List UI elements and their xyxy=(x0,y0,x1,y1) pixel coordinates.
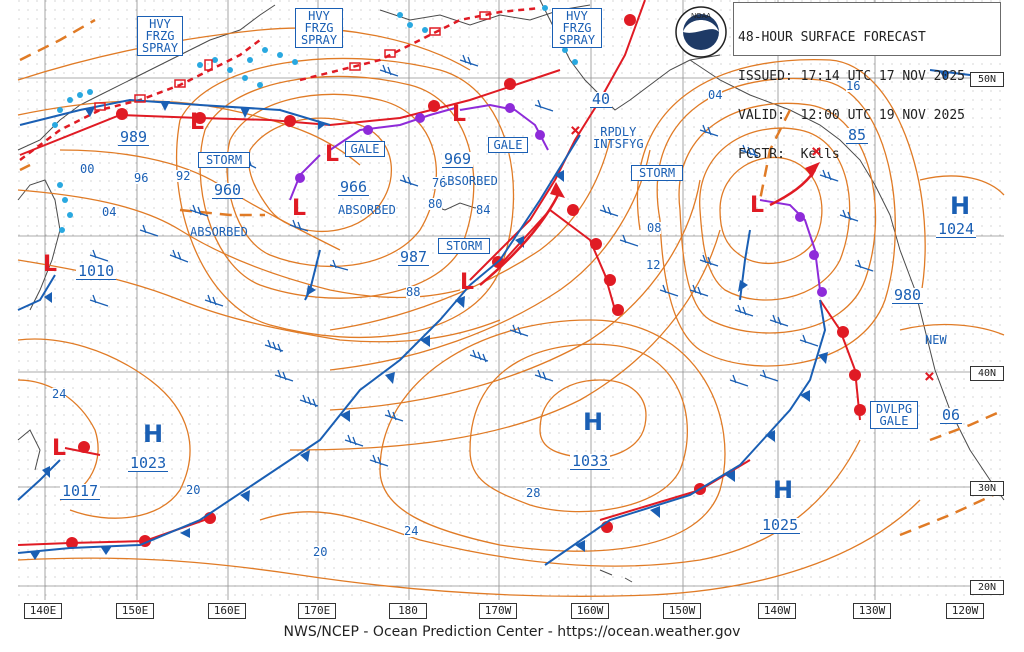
longitude-label: 170W xyxy=(479,603,517,619)
header-forecaster: FCSTR: Kells xyxy=(738,147,840,162)
warning-box-storm: STORM xyxy=(198,152,250,168)
isobar-label: 24 xyxy=(52,387,67,401)
isobar-label: 04 xyxy=(102,205,117,219)
high-pressure-center: H xyxy=(950,192,971,220)
longitude-label: 160E xyxy=(208,603,246,619)
low-pressure-center: L xyxy=(190,110,205,135)
low-pressure-value: 987 xyxy=(398,248,430,266)
isobars xyxy=(17,27,1005,597)
graticule xyxy=(18,0,1004,600)
header-issued: ISSUED: 17:14 UTC 17 NOV 2025 xyxy=(738,69,965,84)
isobar-label: 00 xyxy=(80,162,95,176)
longitude-label: 180 xyxy=(389,603,427,619)
warning-box-gale: GALE xyxy=(345,141,385,157)
low-pressure-center: L xyxy=(292,196,307,221)
longitude-label: 150E xyxy=(116,603,154,619)
high-pressure-value: 1024 xyxy=(936,220,977,238)
header-title: 48-HOUR SURFACE FORECAST xyxy=(738,30,926,45)
low-pressure-value: 85 xyxy=(846,126,869,144)
svg-text:NOAA: NOAA xyxy=(691,13,711,20)
low-pressure-center: L xyxy=(43,252,58,277)
occluded-fronts xyxy=(289,103,821,291)
warning-box-storm: STORM xyxy=(438,238,490,254)
isobar-label: 08 xyxy=(647,221,662,235)
note-absorbed: ABSORBED xyxy=(190,225,248,239)
isobar-label: 76 xyxy=(432,176,447,190)
high-pressure-value: 1025 xyxy=(760,516,801,534)
low-pressure-center: L xyxy=(52,436,67,461)
isobar-label: 88 xyxy=(406,285,421,299)
low-pressure-value: 960 xyxy=(212,181,244,199)
longitude-label: 140W xyxy=(758,603,796,619)
low-pressure-center: L xyxy=(325,142,340,167)
note-absorbed: ABSORBED xyxy=(440,174,498,188)
longitude-label: 130W xyxy=(853,603,891,619)
freezing-spray-line xyxy=(19,6,541,161)
high-pressure-center: H xyxy=(773,476,794,504)
isobar-label: 20 xyxy=(186,483,201,497)
low-pressure-value: 980 xyxy=(892,286,924,304)
longitude-label: 160W xyxy=(571,603,609,619)
longitude-label: 120W xyxy=(946,603,984,619)
isobar-label: 84 xyxy=(476,203,491,217)
latitude-label: 50N xyxy=(970,72,1004,87)
warning-box-hvy-frzg-spray: HVY FRZG SPRAY xyxy=(552,8,602,48)
longitude-label: 150W xyxy=(663,603,701,619)
isobar-label: 96 xyxy=(134,171,149,185)
low-position-x-mark: × xyxy=(570,120,581,141)
isobar-label: 24 xyxy=(404,524,419,538)
longitude-label: 170E xyxy=(298,603,336,619)
high-pressure-center: H xyxy=(143,420,164,448)
low-position-x-mark: × xyxy=(811,141,822,162)
note-new: NEW xyxy=(925,333,947,347)
high-pressure-value: 1033 xyxy=(570,452,611,470)
low-pressure-value: 40 xyxy=(590,90,613,108)
footer-credit: NWS/NCEP - Ocean Prediction Center - htt… xyxy=(283,624,741,640)
isobar-label: 28 xyxy=(526,486,541,500)
low-pressure-value: 1010 xyxy=(76,262,117,280)
warning-box-hvy-frzg-spray: HVY FRZG SPRAY xyxy=(137,16,183,56)
high-pressure-value: 1023 xyxy=(128,454,169,472)
latitude-label: 40N xyxy=(970,366,1004,381)
low-pressure-value: 06 xyxy=(940,406,963,424)
isobar-label: 92 xyxy=(176,169,191,183)
warning-box-hvy-frzg-spray: HVY FRZG SPRAY xyxy=(295,8,343,48)
isobar-label: 04 xyxy=(708,88,723,102)
noaa-logo: NOAA xyxy=(675,6,727,58)
isobar-label: 12 xyxy=(646,258,661,272)
warning-box-gale: GALE xyxy=(488,137,528,153)
low-pressure-center: L xyxy=(750,193,765,218)
low-pressure-center: L xyxy=(452,102,467,127)
low-pressure-value: 966 xyxy=(338,178,370,196)
isobar-label: 20 xyxy=(313,545,328,559)
warning-box-dvlpg-gale: DVLPG GALE xyxy=(870,401,918,429)
latitude-label: 30N xyxy=(970,481,1004,496)
header-valid: VALID: 12:00 UTC 19 NOV 2025 xyxy=(738,108,965,123)
low-pressure-center: L xyxy=(460,270,475,295)
low-pressure-value: 989 xyxy=(118,128,150,146)
latitude-label: 20N xyxy=(970,580,1004,595)
longitude-label: 140E xyxy=(24,603,62,619)
high-pressure-center: H xyxy=(583,408,604,436)
forecast-header: 48-HOUR SURFACE FORECAST ISSUED: 17:14 U… xyxy=(733,2,1001,161)
note-absorbed: ABSORBED xyxy=(338,203,396,217)
low-pressure-value: 969 xyxy=(442,150,474,168)
isobar-label: 80 xyxy=(428,197,443,211)
warning-box-storm: STORM xyxy=(631,165,683,181)
isobar-label: 16 xyxy=(846,79,861,93)
spray-markers xyxy=(94,11,491,111)
troughs xyxy=(19,18,1005,537)
wind-barbs xyxy=(89,54,874,467)
occluded-pips xyxy=(295,103,827,297)
low-position-x-mark: × xyxy=(924,366,935,387)
low-pressure-value: 1017 xyxy=(60,482,101,500)
note-rapidly-intensifying: RPDLY INTSFYG xyxy=(593,125,644,151)
